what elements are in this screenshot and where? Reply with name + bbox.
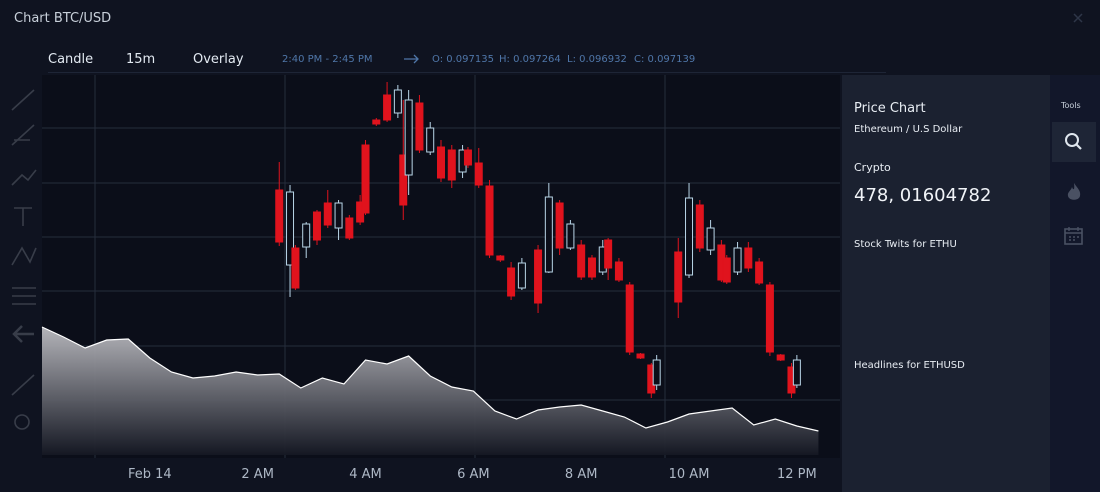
overlay[interactable]: Overlay xyxy=(193,52,244,67)
candle-body xyxy=(404,99,413,176)
ohlc-open: O: 0.097135 xyxy=(432,54,494,65)
tool-icon[interactable] xyxy=(11,246,37,266)
x-tick-label: 12 PM xyxy=(777,467,817,482)
candle-body xyxy=(383,94,392,121)
x-tick-label: Feb 14 xyxy=(128,467,172,482)
candle-body xyxy=(587,257,596,278)
ohlc-high: H: 0.097264 xyxy=(499,54,561,65)
price-value: 478, 01604782 xyxy=(854,185,992,206)
stock-twits[interactable]: Stock Twits for ETHU xyxy=(854,239,957,250)
tool-icon[interactable] xyxy=(11,89,35,111)
tool-icon[interactable] xyxy=(12,287,36,305)
candle-body xyxy=(415,102,424,151)
candle-body xyxy=(534,249,543,304)
x-tick-label: 6 AM xyxy=(457,467,490,482)
side-panel: Price Chart Ethereum / U.S Dollar Crypto… xyxy=(842,75,1050,492)
candle-body xyxy=(652,359,661,386)
candle-body xyxy=(765,284,774,353)
candle-body xyxy=(776,354,785,361)
arrow-icon xyxy=(404,54,419,64)
area-fill xyxy=(42,327,819,455)
pair: Ethereum / U.S Dollar xyxy=(854,124,963,135)
ohlc-close: C: 0.097139 xyxy=(634,54,696,65)
trending-tool[interactable] xyxy=(1064,181,1084,203)
area-line xyxy=(41,326,819,432)
candle-body xyxy=(517,262,526,289)
search-tool[interactable] xyxy=(1052,122,1096,162)
toolbar-divider xyxy=(48,72,886,73)
tools-label: Tools xyxy=(1061,101,1081,110)
chart-type[interactable]: Candle xyxy=(48,52,94,67)
candle-body xyxy=(361,144,370,214)
candle-body xyxy=(323,202,332,226)
candle-body xyxy=(485,185,494,256)
candle-body xyxy=(437,146,445,179)
tool-icon[interactable] xyxy=(14,207,32,226)
candle-body xyxy=(496,255,505,261)
candle-body xyxy=(604,239,613,269)
tool-icon[interactable] xyxy=(11,169,37,186)
candle-body xyxy=(685,197,694,276)
candle-body xyxy=(426,127,435,153)
candle-body xyxy=(463,149,472,166)
interval[interactable]: 15m xyxy=(126,52,156,67)
candle-body xyxy=(722,257,731,283)
tool-icon[interactable] xyxy=(11,124,35,146)
x-tick-label: 4 AM xyxy=(349,467,382,482)
candle-body xyxy=(286,191,295,266)
candle-body xyxy=(555,202,564,249)
candle-body xyxy=(566,223,575,249)
ohlc-low: L: 0.096932 xyxy=(567,54,627,65)
candle-body xyxy=(372,119,381,125)
window-title: Chart BTC/USD xyxy=(14,11,112,26)
x-tick-label: 2 AM xyxy=(241,467,274,482)
candle-body xyxy=(334,202,343,229)
time-range: 2:40 PM - 2:45 PM xyxy=(282,54,373,65)
candle-body xyxy=(625,284,634,353)
candle-body xyxy=(577,244,586,278)
candle-body xyxy=(312,211,321,241)
panel-title: Price Chart xyxy=(854,101,926,116)
calendar-tool[interactable] xyxy=(1063,226,1085,246)
x-tick-label: 10 AM xyxy=(669,467,710,482)
candle-body xyxy=(744,247,753,269)
candle-body xyxy=(695,204,704,249)
tool-icon[interactable] xyxy=(12,325,34,343)
headlines[interactable]: Headlines for ETHUSD xyxy=(854,360,965,371)
tool-icon[interactable] xyxy=(14,414,30,430)
tools-bar: Tools xyxy=(1050,75,1100,492)
candle-body xyxy=(674,251,683,303)
x-tick-label: 8 AM xyxy=(565,467,598,482)
tool-icon[interactable] xyxy=(11,374,35,396)
candle-body xyxy=(291,247,300,289)
candle-body xyxy=(447,149,456,181)
candle-body xyxy=(399,154,408,206)
candle-body xyxy=(345,217,354,239)
drawing-tools[interactable] xyxy=(11,89,37,430)
close-button[interactable] xyxy=(1068,8,1088,28)
category: Crypto xyxy=(854,161,891,174)
chart: Feb 14 2 AM 4 AM 6 AM 8 AM 10 AM 12 PM xyxy=(11,75,840,482)
candle-body xyxy=(733,247,742,273)
candle-body xyxy=(636,353,645,359)
candle-body xyxy=(792,359,801,386)
candle-body xyxy=(393,89,402,114)
candle-body xyxy=(474,162,483,186)
candle-body xyxy=(706,227,715,251)
candle-body xyxy=(507,267,516,297)
candle-body xyxy=(302,223,311,248)
candle-body xyxy=(544,196,553,273)
candle-body xyxy=(614,261,623,281)
candle-body xyxy=(275,189,284,243)
candle-body xyxy=(755,261,764,284)
